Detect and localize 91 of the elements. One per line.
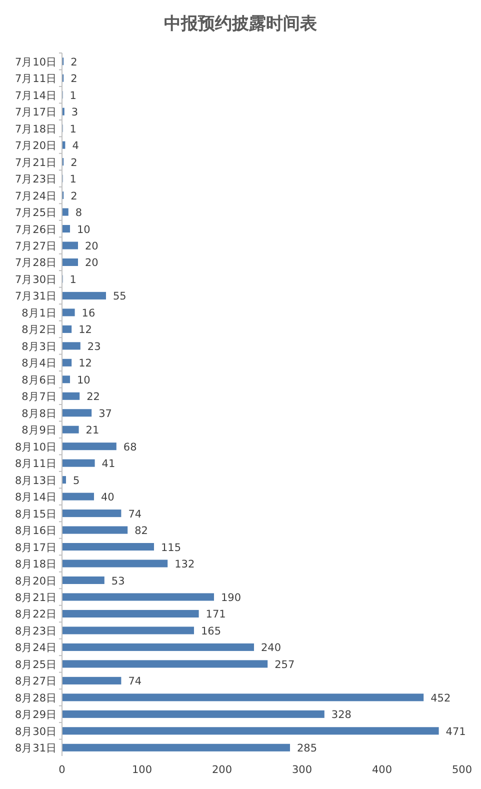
data-label: 41 [102,458,116,470]
y-tick-label: 7月10日 [14,56,57,68]
data-label: 20 [85,257,98,270]
data-label: 55 [113,290,126,303]
data-label: 21 [86,424,100,437]
y-tick-label: 8月8日 [22,408,57,420]
data-label: 40 [101,492,114,504]
y-tick-label: 8月20日 [14,575,57,588]
y-tick-label: 8月11日 [14,458,57,470]
x-tick-label: 0 [58,764,66,776]
data-label: 23 [87,340,101,353]
data-label: 240 [261,642,282,654]
y-tick-label: 7月20日 [14,140,57,152]
y-tick-label: 8月17日 [14,542,57,554]
y-tick-label: 8月7日 [22,391,57,404]
y-tick-label: 8月3日 [22,340,57,353]
data-label: 257 [274,658,295,671]
data-label: 171 [206,608,226,621]
data-label: 74 [128,676,142,688]
y-tick-label: 8月24日 [14,642,57,654]
y-tick-label: 8月27日 [14,676,57,688]
data-label: 1 [70,274,76,286]
y-tick-label: 7月11日 [14,73,57,86]
y-tick-label: 8月4日 [22,358,57,370]
y-tick-label: 7月23日 [14,174,57,186]
data-label: 10 [77,224,90,236]
data-label: 2 [70,156,78,169]
x-tick-label: 200 [212,764,232,776]
x-tick-label: 100 [132,764,152,776]
data-label: 3 [71,106,78,119]
data-label: 132 [174,558,195,571]
data-label: 74 [128,508,142,520]
y-tick-label: 8月14日 [14,492,57,504]
data-label: 1 [70,123,76,136]
data-label: 165 [201,625,222,638]
y-tick-label: 8月23日 [14,625,57,638]
y-tick-label: 7月31日 [14,290,57,303]
data-label: 12 [78,324,92,336]
y-tick-label: 8月18日 [14,558,57,571]
y-tick-label: 8月29日 [14,709,57,722]
data-label: 1 [70,90,76,102]
y-tick-label: 8月31日 [14,742,57,755]
y-tick-label: 8月13日 [14,474,57,487]
y-tick-label: 7月18日 [14,123,57,136]
x-tick-label: 300 [292,764,312,776]
data-label: 2 [70,73,78,86]
data-label: 328 [331,709,352,722]
y-tick-label: 7月28日 [14,257,57,270]
y-tick-label: 8月16日 [14,525,57,538]
data-label: 16 [82,307,96,320]
data-label: 53 [111,575,125,588]
data-label: 2 [70,56,78,68]
y-tick-label: 8月2日 [22,324,57,336]
y-tick-label: 7月24日 [14,190,57,202]
data-label: 471 [446,726,466,738]
data-label: 8 [75,207,82,220]
data-label: 82 [134,525,148,538]
data-label: 68 [123,441,137,454]
data-label: 22 [86,391,100,404]
y-tick-label: 8月1日 [22,307,57,320]
chart-title: 中报预约披露时间表 [164,14,318,34]
y-tick-label: 7月25日 [14,207,57,220]
y-tick-label: 8月15日 [14,508,57,520]
data-label: 452 [430,692,451,704]
y-tick-label: 8月10日 [14,441,57,454]
y-tick-label: 8月30日 [14,726,57,738]
data-label: 115 [161,542,182,554]
y-tick-label: 8月28日 [14,692,57,704]
y-tick-label: 7月26日 [14,224,57,236]
y-tick-label: 7月14日 [14,90,57,102]
data-label: 37 [98,408,112,420]
y-tick-label: 8月6日 [22,374,57,386]
data-label: 190 [221,592,242,604]
y-tick-label: 8月22日 [14,608,57,621]
y-tick-label: 7月17日 [14,106,57,119]
y-tick-label: 7月30日 [14,274,57,286]
y-tick-label: 8月9日 [22,424,57,437]
x-tick-label: 500 [452,764,472,776]
data-label: 5 [73,474,80,487]
data-label: 20 [85,240,98,252]
data-label: 285 [297,742,318,755]
data-label: 12 [78,358,92,370]
data-label: 1 [70,174,76,186]
data-label: 4 [72,140,80,152]
x-tick-label: 400 [372,764,392,776]
y-tick-label: 8月25日 [14,658,57,671]
y-tick-label: 8月21日 [14,592,57,604]
data-label: 10 [77,374,90,386]
y-tick-label: 7月27日 [14,240,57,252]
data-label: 2 [70,190,78,202]
y-tick-label: 7月21日 [14,156,57,169]
